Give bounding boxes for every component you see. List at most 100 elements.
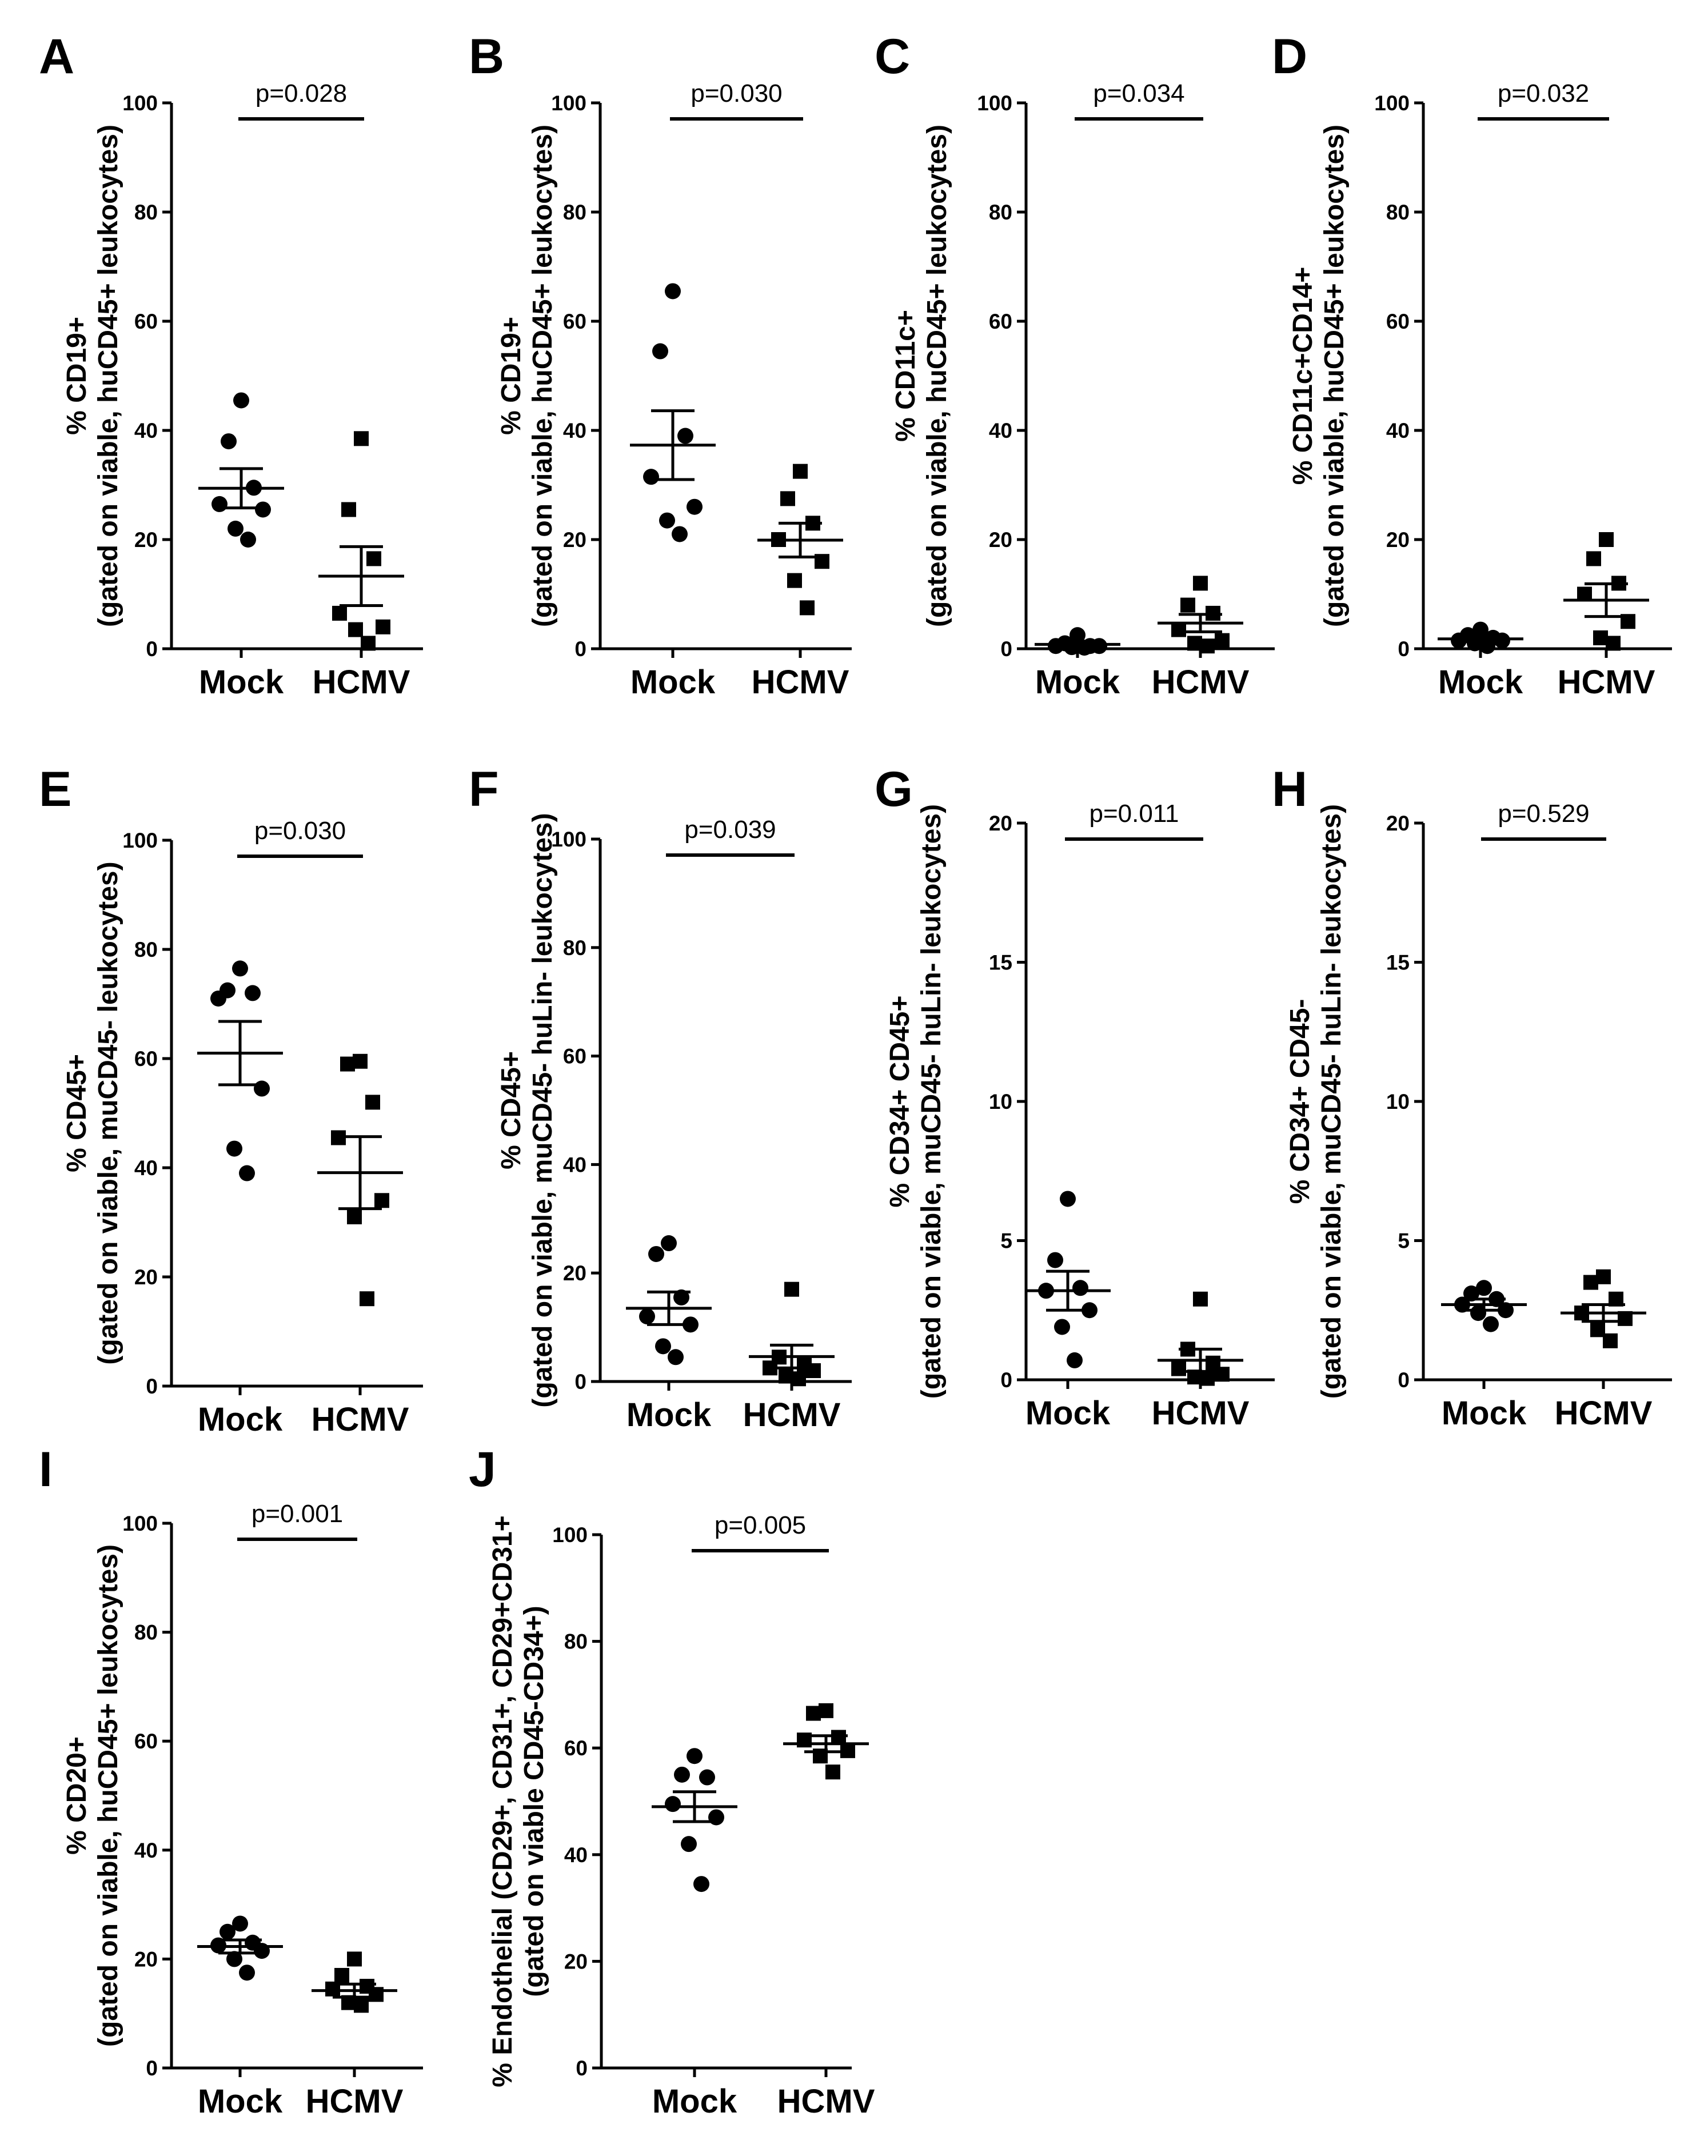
- data-point: [831, 1730, 846, 1745]
- data-point: [376, 619, 390, 634]
- data-point: [239, 1965, 255, 1981]
- data-point: [255, 501, 271, 518]
- y-tick-label: 80: [1386, 201, 1410, 224]
- y-tick-label: 0: [1398, 1368, 1410, 1392]
- data-point: [1200, 638, 1215, 654]
- data-point: [1215, 633, 1230, 648]
- x-tick-label: HCMV: [312, 1401, 409, 1438]
- y-axis-label-sub: (gated on viable, huCD45+ leukocytes): [93, 125, 123, 627]
- x-tick-label: HCMV: [306, 2083, 404, 2120]
- y-tick-label: 80: [563, 201, 586, 224]
- data-point: [1187, 636, 1202, 651]
- data-point: [232, 1915, 248, 1932]
- data-point: [677, 428, 693, 444]
- panel-letter: D: [1272, 29, 1307, 84]
- data-point: [1606, 636, 1621, 651]
- panel-letter: I: [39, 1442, 53, 1497]
- data-point: [784, 1281, 799, 1297]
- panel-letter: B: [469, 29, 504, 84]
- data-point: [233, 392, 249, 409]
- data-point: [239, 1165, 255, 1181]
- data-point: [332, 605, 347, 621]
- data-point: [1193, 576, 1208, 591]
- y-tick-label: 0: [1398, 637, 1410, 661]
- data-point: [806, 1706, 821, 1721]
- data-point: [687, 498, 703, 515]
- panel-A: A 0 20 40 60 80 100 Mock HCMV % CD19+ (gated on vi…: [39, 29, 423, 701]
- panel-letter: H: [1272, 762, 1307, 817]
- data-point: [1603, 1333, 1618, 1348]
- y-tick-label: 20: [134, 1947, 158, 1971]
- p-value: p=0.034: [1093, 79, 1184, 107]
- p-value: p=0.005: [715, 1511, 806, 1539]
- data-point: [1472, 621, 1488, 638]
- panel-letter: J: [469, 1442, 496, 1497]
- y-axis-label-sub: (gated on viable, huCD45+ leukocytes): [93, 1544, 123, 2047]
- y-tick-label: 15: [1386, 951, 1410, 975]
- x-tick-label: Mock: [626, 1396, 712, 1434]
- y-tick-label: 10: [1386, 1090, 1410, 1113]
- data-point: [819, 1703, 833, 1718]
- panel-letter: G: [875, 762, 913, 817]
- data-point: [1463, 1285, 1479, 1302]
- y-tick-label: 20: [134, 1265, 158, 1289]
- data-point: [659, 512, 675, 529]
- p-value: p=0.028: [256, 79, 347, 107]
- x-tick-label: HCMV: [1555, 1395, 1653, 1432]
- y-tick-label: 80: [989, 201, 1012, 224]
- y-tick-label: 10: [989, 1090, 1012, 1113]
- data-point: [254, 1080, 270, 1097]
- panel-J: J 0 20 40 60 80 100 Mock HCMV % Endothelial (CD29…: [469, 1442, 875, 2120]
- y-axis-label: % CD34+ CD45-: [1285, 999, 1315, 1204]
- p-value: p=0.030: [254, 817, 346, 845]
- data-point: [1583, 1275, 1598, 1290]
- y-axis-label: % CD45+: [496, 1051, 526, 1169]
- y-tick-label: 0: [1000, 1368, 1012, 1392]
- data-point: [353, 1053, 368, 1069]
- data-point: [210, 990, 226, 1007]
- y-axis-label-sub: (gated on viable, huCD45+ leukocytes): [528, 125, 558, 627]
- data-point: [1171, 622, 1186, 637]
- data-point: [354, 431, 369, 446]
- y-tick-label: 20: [563, 528, 586, 552]
- y-tick-label: 40: [564, 1843, 588, 1867]
- y-tick-label: 20: [1386, 812, 1410, 835]
- y-tick-label: 0: [146, 1375, 158, 1398]
- panel-H: H 0 5 10 15 20 Mock HCMV % CD34+ CD45- (gated on …: [1272, 762, 1672, 1432]
- data-point: [1193, 1291, 1208, 1307]
- data-point: [365, 1095, 380, 1110]
- panel-letter: F: [469, 762, 499, 817]
- x-tick-label: Mock: [652, 2083, 737, 2120]
- data-point: [220, 1923, 236, 1940]
- y-tick-label: 0: [574, 1370, 586, 1394]
- data-point: [693, 1876, 709, 1893]
- panel-letter: C: [875, 29, 910, 84]
- y-axis-label: % CD20+: [62, 1736, 92, 1855]
- y-tick-label: 15: [989, 951, 1012, 975]
- data-point: [1599, 532, 1614, 547]
- data-point: [1483, 1316, 1499, 1332]
- data-point: [1054, 1319, 1070, 1335]
- data-point: [793, 464, 808, 479]
- y-tick-label: 60: [1386, 310, 1410, 333]
- data-point: [1070, 627, 1086, 644]
- data-point: [347, 1951, 362, 1967]
- y-axis-label: % CD11c+CD14+: [1288, 267, 1318, 485]
- data-point: [211, 496, 228, 512]
- x-tick-label: HCMV: [777, 2083, 875, 2120]
- y-tick-label: 100: [122, 91, 158, 115]
- y-tick-label: 100: [977, 91, 1012, 115]
- data-point: [800, 600, 815, 616]
- data-point: [366, 551, 381, 566]
- y-axis-label: % CD19+: [496, 317, 526, 435]
- y-tick-label: 100: [551, 91, 586, 115]
- y-axis-label-sub: (gated on viable, huCD45+ leukocytes): [922, 125, 952, 627]
- y-tick-label: 100: [552, 1523, 588, 1547]
- data-point: [639, 1308, 655, 1325]
- data-point: [787, 573, 802, 588]
- p-value: p=0.001: [252, 1500, 343, 1528]
- data-point: [655, 1338, 671, 1355]
- x-tick-label: HCMV: [1152, 1395, 1250, 1432]
- data-point: [661, 1235, 677, 1252]
